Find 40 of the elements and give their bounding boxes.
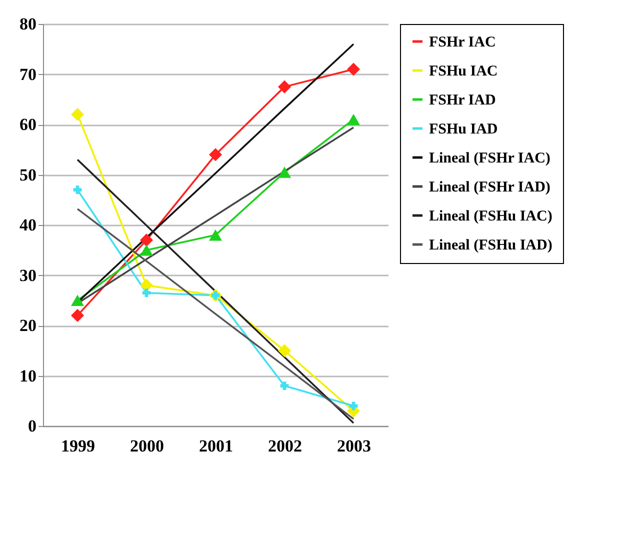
point <box>70 294 84 306</box>
point <box>140 244 154 256</box>
y-tick-label: 80 <box>20 14 36 34</box>
y-tick-label: 50 <box>20 165 36 184</box>
legend-label: Lineal (FSHr IAD) <box>429 180 550 196</box>
x-tick-label: 2000 <box>130 436 164 456</box>
point <box>140 234 154 247</box>
point <box>280 382 289 390</box>
point <box>70 308 84 322</box>
point <box>349 402 358 410</box>
y-tick-label: 0 <box>28 416 36 436</box>
point <box>278 80 292 94</box>
x-tick-label: 2002 <box>268 436 302 456</box>
legend-label: FSHu IAC <box>429 64 498 80</box>
y-tick-label: 60 <box>20 115 36 134</box>
x-tick-label: 2001 <box>199 436 233 456</box>
y-tick-label: 30 <box>20 266 36 285</box>
y-tick-label: 10 <box>20 366 36 386</box>
legend-label: FSHr IAC <box>429 34 496 50</box>
legend-label: Lineal (FSHu IAC) <box>429 208 552 224</box>
legend-label: FSHu IAD <box>429 122 498 138</box>
y-tick-label: 20 <box>20 316 36 335</box>
point <box>70 108 84 121</box>
point <box>278 166 292 178</box>
x-tick-label: 1999 <box>61 436 95 456</box>
point <box>208 148 222 162</box>
line-series <box>76 208 354 420</box>
point <box>346 114 360 126</box>
point <box>346 62 360 76</box>
legend-label: Lineal (FSHr IAC) <box>429 150 550 166</box>
legend-label: FSHr IAD <box>429 92 496 108</box>
line-series <box>76 158 354 424</box>
point <box>142 288 151 298</box>
point <box>208 229 222 241</box>
y-tick-label: 40 <box>20 216 36 234</box>
y-tick-label: 70 <box>20 64 36 84</box>
x-tick-label: 2003 <box>337 436 371 456</box>
point <box>73 186 82 194</box>
legend-label: Lineal (FSHu IAD) <box>429 238 552 254</box>
point <box>278 344 292 358</box>
